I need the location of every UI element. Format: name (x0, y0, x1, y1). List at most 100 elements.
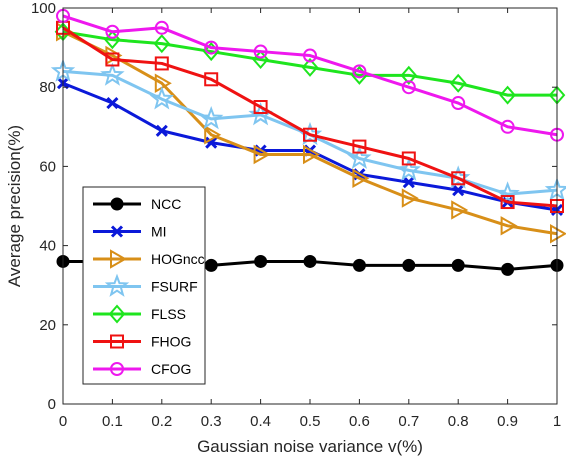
legend-marker (110, 249, 128, 269)
legend-item-fsurf: FSURF (93, 273, 198, 297)
x-tick-label: 0.3 (201, 413, 222, 430)
x-tick-label: 0.2 (151, 413, 172, 430)
legend-marker (108, 304, 126, 324)
y-tick-label: 0 (48, 396, 56, 413)
data-point-hogncc (253, 144, 271, 165)
data-point-hogncc (550, 223, 566, 244)
data-point-ncc (254, 254, 268, 268)
data-point-fsurf (347, 145, 372, 169)
data-point-hogncc (451, 200, 469, 220)
legend-marker (104, 273, 130, 297)
legend-label: CFOG (151, 361, 191, 377)
series-line-hogncc (62, 30, 558, 236)
y-tick-label: 20 (39, 317, 56, 334)
data-point-fsurf (149, 86, 175, 110)
data-point-flss (449, 73, 467, 93)
data-point-fhog (204, 72, 219, 87)
x-axis-label: Gaussian noise variance v(%) (197, 437, 423, 456)
x-tick-label: 0.1 (102, 413, 123, 430)
data-point-hogncc (352, 168, 370, 189)
data-point-cfog (500, 119, 515, 134)
data-point-cfog (105, 24, 120, 39)
y-tick-label: 80 (39, 79, 56, 96)
legend-marker (110, 362, 124, 376)
data-point-hogncc (401, 188, 419, 208)
data-point-hogncc (303, 144, 321, 165)
data-point-cfog (204, 40, 219, 55)
series-layer (50, 8, 566, 276)
data-point-mi (106, 96, 119, 110)
data-point-ncc (204, 258, 218, 272)
legend-label: FLSS (151, 306, 186, 322)
data-point-flss (252, 49, 269, 69)
y-axis-label: Average precision(%) (5, 125, 24, 287)
legend: NCC MI HOGncc FSURF FLSS FHOG CFOG (82, 186, 206, 385)
data-point-flss (153, 34, 171, 54)
legend-item-cfog: CFOG (93, 361, 191, 377)
x-tick-label: 0 (59, 413, 67, 430)
data-point-flss (301, 57, 319, 77)
x-tick-label: 0.4 (250, 413, 271, 430)
data-point-fsurf (100, 62, 125, 86)
data-point-hogncc (154, 73, 172, 93)
data-point-cfog (451, 96, 466, 111)
data-point-cfog (154, 20, 169, 35)
data-point-mi (452, 184, 465, 197)
legend-items: NCC MI HOGncc FSURF FLSS FHOG CFOG (93, 196, 205, 377)
legend-label: NCC (151, 196, 181, 212)
data-point-hogncc (500, 216, 518, 236)
legend-item-fhog: FHOG (93, 334, 191, 350)
data-point-fsurf (198, 106, 224, 130)
x-axis: 0 0.1 0.2 0.3 0.4 0.5 0.6 0.7 0.8 0.9 1 (59, 8, 561, 430)
x-tick-label: 1 (553, 413, 561, 430)
data-point-flss (104, 30, 121, 50)
legend-marker (110, 225, 124, 238)
series-line-fhog (62, 26, 558, 208)
data-point-fhog (401, 151, 416, 166)
data-point-cfog (352, 64, 367, 79)
legend-item-ncc: NCC (93, 196, 181, 212)
x-tick-label: 0.6 (349, 413, 370, 430)
data-point-flss (499, 85, 516, 105)
legend-marker (110, 334, 124, 349)
data-point-fhog (451, 171, 466, 186)
series-line-flss (62, 30, 557, 97)
data-point-mi (155, 124, 168, 137)
data-point-ncc (352, 258, 366, 272)
data-point-ncc (303, 254, 317, 268)
x-tick-label: 0.9 (497, 413, 518, 430)
series-line-cfog (62, 14, 558, 137)
data-point-mi (402, 176, 415, 189)
y-tick-label: 100 (31, 0, 56, 17)
data-point-ncc (501, 262, 515, 276)
data-point-ncc (451, 258, 465, 272)
data-point-hogncc (204, 124, 222, 145)
legend-item-mi: MI (93, 224, 167, 240)
data-point-cfog (401, 80, 416, 95)
data-point-fhog (105, 52, 120, 67)
data-point-fhog (352, 139, 367, 154)
legend-item-flss: FLSS (93, 304, 186, 324)
legend-item-hogncc: HOGncc (93, 249, 205, 269)
data-point-cfog (303, 48, 317, 63)
y-axis: 0 20 40 60 80 100 (31, 0, 557, 413)
legend-marker (110, 197, 124, 211)
data-point-flss (400, 65, 418, 85)
legend-label: FHOG (151, 334, 191, 350)
data-point-fhog (500, 195, 515, 210)
y-tick-label: 60 (39, 158, 56, 175)
data-point-fsurf (495, 181, 520, 205)
x-tick-label: 0.5 (300, 413, 321, 430)
data-point-ncc (402, 258, 416, 272)
data-point-mi (205, 136, 218, 149)
legend-label: HOGncc (151, 251, 205, 267)
data-point-fhog (303, 127, 317, 142)
legend-label: FSURF (151, 279, 198, 295)
data-point-fhog (154, 56, 169, 71)
data-point-cfog (253, 44, 268, 59)
x-tick-label: 0.7 (398, 413, 419, 430)
y-tick-label: 40 (39, 238, 56, 255)
data-point-fsurf (396, 157, 422, 181)
legend-label: MI (151, 224, 167, 240)
